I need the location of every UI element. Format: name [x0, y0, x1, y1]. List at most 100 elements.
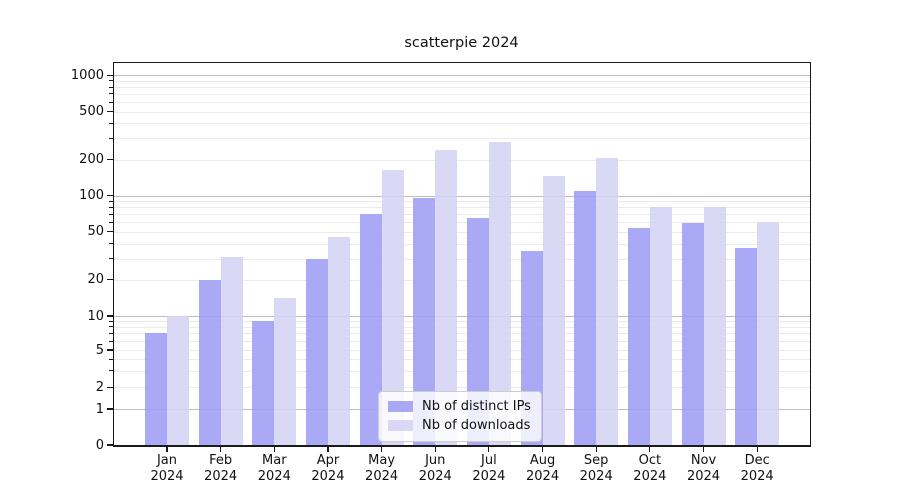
legend-label-distinct-ips: Nb of distinct IPs: [422, 399, 531, 414]
y-tick-mark: [106, 74, 113, 76]
chart-title: scatterpie 2024: [404, 35, 519, 51]
y-minor-tick-mark: [109, 243, 113, 245]
minor-gridline: [114, 93, 810, 95]
x-tick-label-may: May 2024: [346, 453, 418, 485]
y-tick-mark: [106, 408, 113, 410]
x-tick-label-jun: Jun 2024: [399, 453, 471, 485]
x-tick-label-oct: Oct 2024: [614, 453, 686, 485]
y-minor-tick-mark: [109, 221, 113, 223]
y-minor-tick-mark: [109, 320, 113, 322]
x-tick-mark: [220, 446, 222, 452]
x-tick-label-feb: Feb 2024: [185, 453, 257, 485]
bar-jul-downloads: [488, 141, 511, 445]
bar-sep-distinct-ips: [574, 190, 597, 445]
x-tick-mark: [327, 446, 329, 452]
minor-gridline: [114, 214, 810, 216]
y-minor-tick-mark: [109, 258, 113, 260]
minor-gridline: [114, 87, 810, 89]
y-minor-tick-mark: [109, 86, 113, 88]
x-tick-year-label: 2024: [418, 469, 452, 484]
y-minor-tick-mark: [109, 101, 113, 103]
x-tick-year-label: 2024: [740, 469, 774, 484]
x-tick-label-nov: Nov 2024: [668, 453, 740, 485]
bar-mar-downloads: [274, 298, 297, 445]
x-tick-label-sep: Sep 2024: [560, 453, 632, 485]
x-tick-mark: [649, 446, 651, 452]
x-tick-year-label: 2024: [204, 469, 238, 484]
minor-gridline: [114, 279, 810, 281]
minor-gridline: [114, 258, 810, 260]
x-tick-year-label: 2024: [150, 469, 184, 484]
plot-area: [114, 63, 810, 445]
x-tick-year-label: 2024: [257, 469, 291, 484]
minor-gridline: [114, 387, 810, 389]
y-minor-tick-mark: [109, 332, 113, 334]
chart-legend: Nb of distinct IPs Nb of downloads: [378, 391, 542, 442]
minor-gridline: [114, 231, 810, 233]
bar-jun-downloads: [435, 149, 458, 445]
x-tick-label-apr: Apr 2024: [292, 453, 364, 485]
x-tick-year-label: 2024: [472, 469, 506, 484]
y-tick-label: 1: [95, 401, 104, 417]
spine-left: [112, 62, 114, 447]
x-tick-label-jan: Jan 2024: [131, 453, 203, 485]
y-tick-label: 1000: [70, 67, 104, 83]
bar-jan-downloads: [167, 316, 189, 445]
x-tick-mark: [756, 446, 758, 452]
bar-dec-downloads: [757, 222, 780, 445]
x-tick-mark: [273, 446, 275, 452]
spine-right: [809, 62, 811, 447]
y-tick-label: 2: [95, 379, 104, 395]
y-tick-label: 10: [87, 308, 104, 324]
y-minor-tick-mark: [109, 206, 113, 208]
y-minor-tick-mark: [109, 80, 113, 82]
minor-gridline: [114, 341, 810, 343]
x-tick-year-label: 2024: [686, 469, 721, 484]
bar-oct-downloads: [649, 207, 672, 445]
y-tick-mark: [106, 386, 113, 388]
legend-swatch-distinct-ips: [388, 401, 413, 412]
minor-gridline: [114, 370, 810, 372]
minor-gridline: [114, 207, 810, 209]
y-tick-label: 50: [87, 224, 104, 240]
x-tick-year-label: 2024: [311, 469, 345, 484]
y-tick-label: 100: [79, 188, 104, 204]
y-tick-mark: [106, 110, 113, 113]
spine-top: [112, 62, 811, 64]
y-tick-label: 20: [87, 272, 104, 288]
bar-nov-distinct-ips: [681, 223, 704, 445]
y-tick-mark: [106, 279, 113, 281]
y-minor-tick-mark: [109, 326, 113, 328]
x-tick-mark: [488, 446, 490, 452]
x-tick-year-label: 2024: [633, 469, 667, 484]
bar-may-downloads: [381, 169, 404, 445]
bar-apr-downloads: [327, 237, 350, 445]
minor-gridline: [114, 80, 810, 82]
bar-sep-downloads: [596, 158, 619, 445]
y-tick-label: 200: [79, 152, 104, 167]
x-tick-mark: [541, 446, 544, 452]
minor-gridline: [114, 350, 810, 351]
y-tick-mark: [106, 444, 113, 446]
y-tick-mark: [106, 315, 113, 317]
x-tick-label-jul: Jul 2024: [453, 453, 525, 485]
bar-mar-distinct-ips: [252, 321, 275, 445]
minor-gridline: [114, 321, 810, 323]
y-tick-label: 5: [95, 342, 104, 358]
minor-gridline: [114, 222, 810, 224]
legend-swatch-downloads: [388, 420, 413, 431]
x-tick-label-mar: Mar 2024: [238, 453, 310, 485]
legend-label-downloads: Nb of downloads: [422, 418, 531, 433]
y-minor-tick-mark: [109, 93, 113, 95]
y-minor-tick-mark: [109, 340, 113, 342]
x-tick-year-label: 2024: [579, 469, 613, 484]
y-tick-mark: [106, 349, 113, 351]
bar-feb-downloads: [220, 256, 243, 445]
bar-jun-distinct-ips: [413, 198, 436, 445]
legend-row-downloads: Nb of downloads: [388, 416, 531, 435]
bar-jan-distinct-ips: [145, 333, 167, 445]
y-tick-mark: [106, 231, 113, 233]
y-tick-mark: [106, 158, 113, 161]
x-tick-mark: [702, 446, 705, 452]
